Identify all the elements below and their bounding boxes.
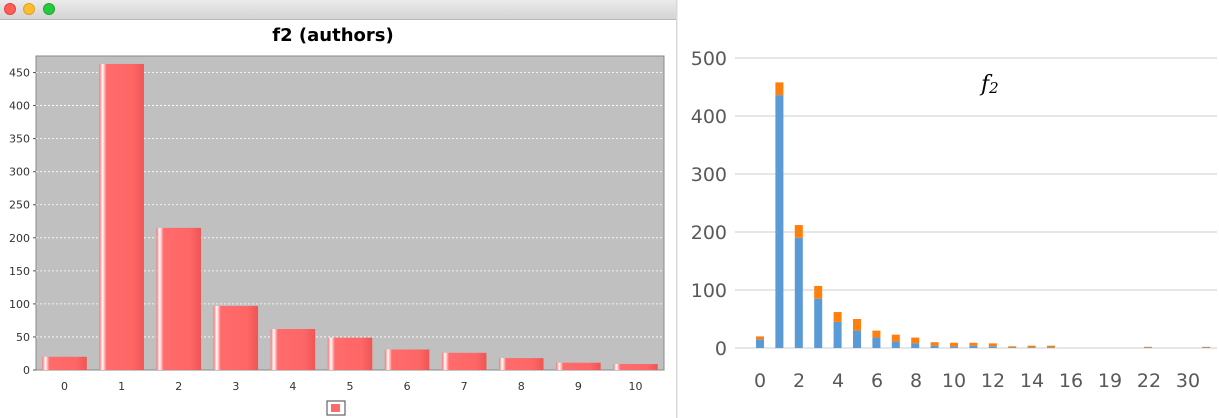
- y-tick-label: 200: [691, 222, 727, 244]
- bar-6: [384, 349, 430, 370]
- bar-segment-blue-10: [950, 346, 958, 348]
- x-tick-label: 5: [347, 380, 354, 393]
- bar-segment-orange-6: [872, 330, 881, 338]
- maximize-window-button[interactable]: [43, 3, 55, 15]
- y-tick-label: 350: [9, 133, 30, 146]
- y-tick-label: 300: [9, 166, 30, 179]
- x-tick-label: 10: [628, 380, 642, 393]
- bar-segment-blue-4: [833, 321, 842, 348]
- window-titlebar[interactable]: [0, 0, 676, 20]
- bar-segment-orange-1: [775, 82, 784, 96]
- bar-segment-orange-10: [950, 342, 958, 347]
- chart-title-subscript: 2: [988, 79, 999, 97]
- chart-window: f2 (authors) 0 50 100 150 200 250 300 350 400 450 0…: [0, 0, 676, 416]
- bar-segment-blue-0: [756, 339, 764, 348]
- bar-segment-orange-8: [911, 337, 920, 344]
- y-tick-label: 0: [23, 364, 30, 377]
- y-tick-label: 400: [9, 100, 30, 113]
- bar-segment-blue-23: [1202, 347, 1211, 348]
- bar-segment-orange-13: [1008, 346, 1017, 348]
- y-tick-label: 150: [9, 265, 30, 278]
- bar-segment-orange-4: [833, 312, 842, 322]
- y-tick-label: 250: [9, 199, 30, 212]
- bar-segment-blue-15: [1047, 347, 1055, 348]
- x-tick-label: 6: [871, 370, 883, 392]
- x-tick-label: 16: [1059, 370, 1083, 392]
- right-stacked-bar-chart: 0 100 200 300 400 500 f2 0 2 4 6 8 10 12 14 16 19 22 30: [691, 48, 1217, 392]
- x-tick-label: 2: [175, 380, 182, 393]
- y-tick-label: 50: [16, 331, 30, 344]
- bar-segment-blue-11: [969, 345, 978, 348]
- bar-segment-blue-12: [988, 346, 997, 348]
- bar-segment-orange-15: [1047, 345, 1055, 348]
- x-tick-label: 2: [793, 370, 805, 392]
- y-tick-label: 450: [9, 67, 30, 80]
- x-tick-label: 0: [61, 380, 68, 393]
- x-tick-label: 7: [461, 380, 468, 393]
- bar-segment-orange-14: [1027, 345, 1036, 348]
- x-tick-label: 30: [1176, 370, 1200, 392]
- bar-segment-orange-5: [853, 319, 861, 331]
- bar-segment-orange-9: [930, 342, 939, 346]
- x-tick-label: 4: [289, 380, 296, 393]
- bar-segment-orange-0: [756, 336, 764, 340]
- y-tick-label: 200: [9, 232, 30, 245]
- bar-segment-orange-7: [891, 334, 900, 342]
- x-tick-label: 8: [518, 380, 525, 393]
- x-tick-label: 9: [575, 380, 582, 393]
- y-tick-label: 300: [691, 164, 727, 186]
- x-tick-label: 3: [232, 380, 239, 393]
- chart-title: f2 (authors): [272, 25, 393, 46]
- bar-segment-blue-7: [891, 341, 900, 348]
- x-tick-label: 22: [1137, 370, 1161, 392]
- bar-segment-blue-8: [911, 343, 920, 348]
- bar-5: [327, 337, 373, 370]
- chart-title: f2: [979, 72, 999, 97]
- bar-7: [441, 352, 487, 370]
- bar-segment-blue-13: [1008, 347, 1017, 348]
- x-tick-label: 10: [942, 370, 966, 392]
- bar-segment-orange-2: [794, 225, 803, 238]
- bar-segment-orange-12: [988, 343, 997, 347]
- y-tick-label: 500: [691, 48, 727, 70]
- bar-0: [42, 356, 87, 370]
- x-tick-label: 4: [832, 370, 844, 392]
- bar-9: [556, 362, 601, 370]
- y-tick-label: 400: [691, 106, 727, 128]
- y-tick-label: 0: [715, 338, 727, 360]
- bar-segment-blue-2: [794, 237, 803, 348]
- x-tick-label: 1: [118, 380, 125, 393]
- panel-divider: [676, 0, 678, 418]
- bar-segment-orange-23: [1202, 346, 1211, 348]
- bar-segment-orange-3: [814, 285, 823, 299]
- y-tick-label: 100: [9, 298, 30, 311]
- bar-segment-blue-9: [930, 345, 939, 348]
- bar-8: [499, 358, 544, 370]
- y-tick-label: 100: [691, 280, 727, 302]
- close-window-button[interactable]: [4, 3, 16, 15]
- legend-swatch: [331, 404, 340, 412]
- minimize-window-button[interactable]: [23, 3, 35, 15]
- x-tick-label: 14: [1020, 370, 1044, 392]
- bar-segment-orange-20: [1144, 346, 1152, 348]
- x-tick-label: 0: [754, 370, 766, 392]
- x-tick-label: 12: [981, 370, 1005, 392]
- bar-segment-blue-1: [775, 95, 784, 349]
- bar-segment-blue-5: [853, 330, 861, 348]
- bar-segment-blue-14: [1027, 347, 1036, 348]
- bar-segment-blue-3: [814, 298, 823, 348]
- bar-4: [270, 329, 316, 370]
- bar-2: [156, 227, 201, 370]
- x-tick-label: 6: [404, 380, 411, 393]
- bar-1: [99, 63, 144, 371]
- x-tick-label: 8: [910, 370, 922, 392]
- left-bar-chart: f2 (authors) 0 50 100 150 200 250 300 350 400 450 0…: [9, 25, 665, 416]
- bar-segment-blue-6: [872, 337, 881, 348]
- bar-3: [213, 305, 259, 370]
- bar-segment-orange-11: [969, 342, 978, 346]
- right-chart-panel: 0 100 200 300 400 500 f2 0 2 4 6 8 10 12 14 16 19 22 30: [678, 0, 1219, 418]
- bar-10: [613, 364, 658, 370]
- x-tick-label: 19: [1098, 370, 1122, 392]
- bar-segment-blue-20: [1144, 347, 1152, 348]
